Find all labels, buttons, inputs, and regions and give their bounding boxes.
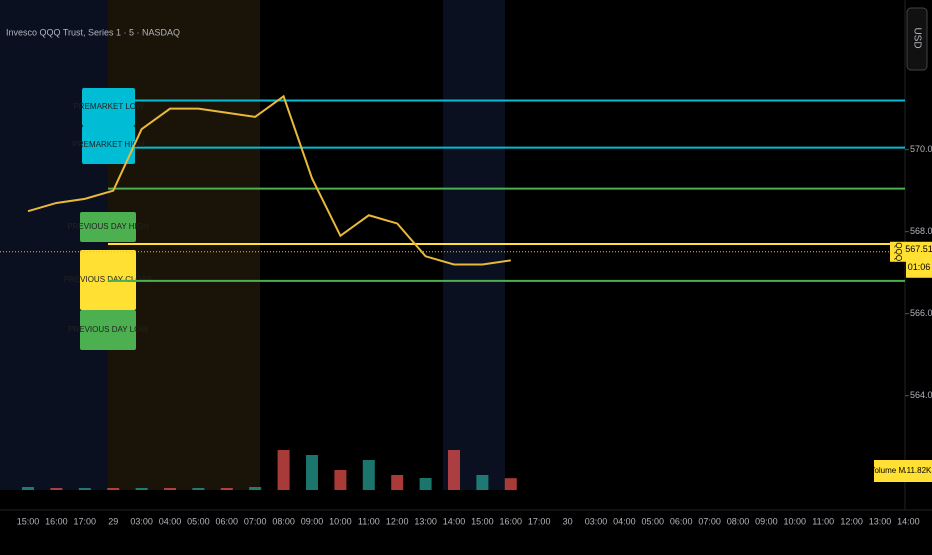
volume-bar bbox=[391, 475, 404, 490]
volume-ma-value-tag bbox=[906, 460, 932, 482]
x-tick-label: 14:00 bbox=[897, 516, 920, 526]
level-label-box bbox=[80, 310, 136, 350]
level-label-box bbox=[82, 88, 135, 126]
last-price: 567.51 bbox=[905, 244, 932, 254]
x-tick-label: 10:00 bbox=[329, 516, 352, 526]
y-tick-label: 568.00 bbox=[910, 226, 932, 236]
volume-bar bbox=[504, 478, 517, 490]
x-tick-label: 30 bbox=[563, 516, 573, 526]
y-tick-label: 570.00 bbox=[910, 144, 932, 154]
x-tick-label: 04:00 bbox=[159, 516, 182, 526]
x-tick-label: 17:00 bbox=[74, 516, 97, 526]
volume-ma-tag bbox=[874, 460, 906, 482]
x-tick-label: 05:00 bbox=[642, 516, 665, 526]
level-label: PREVIOUS DAY CLOSE bbox=[64, 275, 153, 284]
volume-bar bbox=[362, 460, 375, 490]
volume-bar bbox=[22, 487, 34, 490]
level-label-box bbox=[80, 212, 136, 242]
volume-ma-name: Volume MA bbox=[870, 466, 912, 475]
volume-bar bbox=[419, 478, 432, 490]
x-tick-label: 16:00 bbox=[45, 516, 68, 526]
x-tick-label: 12:00 bbox=[840, 516, 863, 526]
volume-bar bbox=[107, 488, 120, 490]
currency-button[interactable] bbox=[906, 7, 928, 71]
x-tick-label: 11:00 bbox=[812, 516, 834, 526]
x-tick-label: 29 bbox=[108, 516, 118, 526]
x-tick-label: 06:00 bbox=[670, 516, 693, 526]
volume-bar bbox=[192, 488, 205, 490]
x-tick-label: 09:00 bbox=[301, 516, 324, 526]
y-tick-label: 564.00 bbox=[910, 390, 932, 400]
level-label: PREVIOUS DAY LOW bbox=[68, 325, 148, 334]
volume-ma-value: 11.82K bbox=[907, 466, 932, 475]
volume-bar bbox=[50, 488, 63, 490]
level-label: PREVIOUS DAY HIGH bbox=[67, 222, 149, 231]
volume-bar bbox=[135, 488, 148, 490]
x-tick-label: 13:00 bbox=[869, 516, 892, 526]
session-shade bbox=[443, 0, 505, 490]
volume-bar bbox=[78, 488, 91, 490]
volume-bar bbox=[476, 475, 489, 490]
volume-bar bbox=[220, 488, 233, 490]
countdown: 01:06 bbox=[908, 262, 931, 272]
volume-bar bbox=[306, 455, 318, 490]
level-label: PREMARKET HIGH bbox=[73, 140, 145, 149]
session-shade bbox=[108, 0, 260, 490]
session-shade bbox=[0, 0, 108, 490]
x-tick-label: 04:00 bbox=[613, 516, 636, 526]
x-tick-label: 16:00 bbox=[500, 516, 523, 526]
x-tick-label: 08:00 bbox=[727, 516, 750, 526]
chart-title: Invesco QQQ Trust, Series 1 · 5 · NASDAQ bbox=[6, 27, 180, 37]
x-tick-label: 12:00 bbox=[386, 516, 409, 526]
volume-bar bbox=[448, 450, 460, 490]
currency[interactable]: USD bbox=[911, 27, 922, 48]
x-tick-label: 15:00 bbox=[471, 516, 494, 526]
x-tick-label: 03:00 bbox=[130, 516, 153, 526]
x-tick-label: 14:00 bbox=[443, 516, 466, 526]
x-tick-label: 06:00 bbox=[216, 516, 239, 526]
price-tag bbox=[906, 241, 932, 278]
x-tick-label: 03:00 bbox=[585, 516, 608, 526]
volume-bar bbox=[334, 470, 347, 490]
volume-bar bbox=[277, 450, 290, 490]
level-label-box bbox=[82, 126, 135, 164]
x-tick-label: 15:00 bbox=[17, 516, 40, 526]
y-tick-label: 566.00 bbox=[910, 308, 932, 318]
volume-bar bbox=[249, 487, 262, 490]
x-tick-label: 17:00 bbox=[528, 516, 551, 526]
x-tick-label: 11:00 bbox=[358, 516, 380, 526]
x-tick-label: 13:00 bbox=[414, 516, 437, 526]
symbol-tag bbox=[890, 241, 906, 262]
volume-bar bbox=[164, 488, 176, 490]
x-tick-label: 10:00 bbox=[784, 516, 807, 526]
x-tick-label: 08:00 bbox=[272, 516, 295, 526]
x-tick-label: 09:00 bbox=[755, 516, 778, 526]
price-line bbox=[27, 94, 511, 266]
x-tick-label: 07:00 bbox=[698, 516, 721, 526]
level-label: PREMARKET LOW bbox=[73, 102, 144, 111]
x-tick-label: 05:00 bbox=[187, 516, 210, 526]
symbol-name: QQQ bbox=[894, 242, 903, 261]
x-tick-label: 07:00 bbox=[244, 516, 267, 526]
